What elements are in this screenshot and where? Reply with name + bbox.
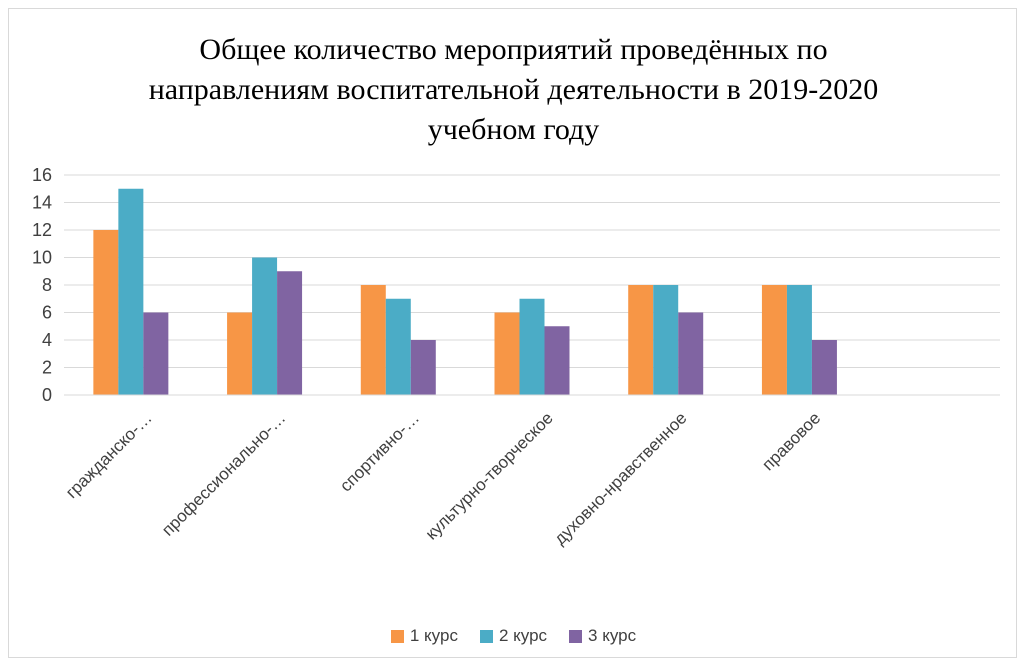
bar bbox=[678, 312, 704, 395]
bar bbox=[143, 312, 169, 395]
bar bbox=[360, 285, 386, 395]
x-tick-label: духовно-нравственное bbox=[550, 408, 690, 548]
x-tick-label: спортивно-… bbox=[336, 408, 423, 495]
y-tick-label: 2 bbox=[42, 358, 52, 378]
bar bbox=[519, 298, 545, 395]
chart-title-line-2: направлениям воспитательной деятельности… bbox=[148, 73, 879, 106]
bar bbox=[786, 285, 812, 395]
bar bbox=[410, 340, 436, 395]
chart-title-line-3: учебном году bbox=[427, 113, 600, 146]
y-tick-label: 0 bbox=[42, 385, 52, 405]
legend: 1 курс 2 курс 3 курс bbox=[0, 626, 1027, 646]
y-tick-label: 6 bbox=[42, 303, 52, 323]
y-tick-label: 8 bbox=[42, 275, 52, 295]
legend-label-3: 3 курс bbox=[588, 626, 637, 645]
bar bbox=[494, 312, 520, 395]
chart-title: Общее количество мероприятий проведённых… bbox=[0, 30, 1027, 150]
bar bbox=[118, 188, 144, 395]
bar bbox=[628, 285, 654, 395]
y-tick-label: 12 bbox=[32, 220, 52, 240]
y-tick-label: 4 bbox=[42, 330, 52, 350]
legend-item-1: 1 курс bbox=[390, 626, 458, 646]
x-tick-label: профессионально-… bbox=[158, 408, 289, 539]
bar bbox=[811, 340, 837, 395]
legend-item-3: 3 курс bbox=[569, 626, 636, 646]
legend-item-2: 2 курс bbox=[479, 626, 548, 646]
legend-label-2: 2 курс bbox=[498, 626, 548, 645]
bar bbox=[277, 271, 303, 395]
y-tick-label: 16 bbox=[32, 165, 52, 185]
x-tick-label: гражданско-… bbox=[62, 408, 156, 502]
bar bbox=[761, 285, 787, 395]
y-tick-label: 10 bbox=[32, 248, 52, 268]
bar bbox=[227, 312, 253, 395]
chart-title-line-1: Общее количество мероприятий проведённых… bbox=[199, 33, 828, 66]
legend-swatch-3 bbox=[569, 629, 583, 643]
legend-swatch-1 bbox=[390, 629, 404, 643]
bar bbox=[252, 257, 278, 395]
x-tick-label: правовое bbox=[758, 408, 824, 474]
x-tick-label: культурно-творческое bbox=[422, 408, 557, 543]
bar bbox=[93, 230, 119, 395]
legend-swatch-2 bbox=[479, 629, 493, 643]
bar bbox=[385, 298, 411, 395]
y-tick-label: 14 bbox=[32, 193, 52, 213]
bar bbox=[544, 326, 570, 395]
bar bbox=[653, 285, 679, 395]
legend-label-1: 1 курс bbox=[409, 626, 458, 645]
